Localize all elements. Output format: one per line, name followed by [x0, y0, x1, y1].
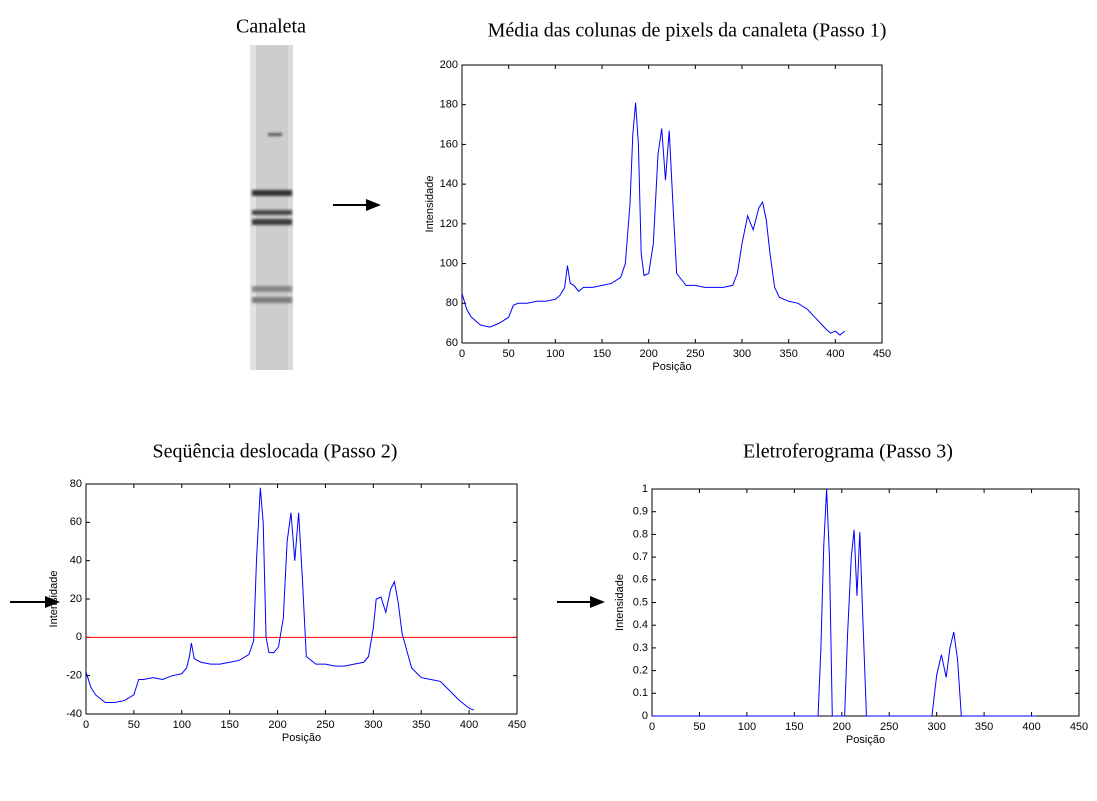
- x-tick-label: 0: [459, 348, 465, 360]
- y-axis-label: Intensidade: [48, 571, 60, 628]
- y-tick-label: 20: [70, 593, 82, 605]
- x-tick-label: 50: [693, 721, 705, 733]
- y-tick-label: 0: [642, 710, 648, 722]
- x-tick-label: 350: [975, 721, 993, 733]
- plot-area: [461, 64, 883, 344]
- x-tick-label: 300: [927, 721, 945, 733]
- x-tick-label: 450: [1070, 721, 1088, 733]
- x-tick-label: 450: [508, 719, 526, 731]
- data-line: [85, 487, 475, 711]
- y-tick-label: 0.8: [633, 528, 648, 540]
- x-tick-label: 200: [833, 721, 851, 733]
- x-tick-label: 200: [639, 348, 657, 360]
- x-tick-label: 50: [503, 348, 515, 360]
- data-line: [652, 488, 1037, 717]
- arrow: [10, 596, 60, 608]
- y-tick-label: 200: [440, 59, 458, 71]
- y-tick-label: 0.4: [633, 619, 648, 631]
- y-tick-label: 0.1: [633, 687, 648, 699]
- data-line: [461, 102, 845, 336]
- plot-area: [85, 483, 518, 715]
- y-tick-label: 120: [440, 218, 458, 230]
- y-tick-label: 100: [440, 257, 458, 269]
- chart-title: Eletroferograma (Passo 3): [743, 441, 953, 463]
- y-tick-label: 80: [446, 297, 458, 309]
- x-tick-label: 400: [826, 348, 844, 360]
- y-tick-label: 80: [70, 478, 82, 490]
- x-tick-label: 100: [546, 348, 564, 360]
- chart-title: Média das colunas de pixels da canaleta …: [488, 20, 887, 42]
- image-title: Canaleta: [236, 16, 306, 38]
- x-tick-label: 200: [268, 719, 286, 731]
- x-tick-label: 300: [733, 348, 751, 360]
- y-tick-label: 0.5: [633, 596, 648, 608]
- y-tick-label: 0.3: [633, 642, 648, 654]
- y-tick-label: 180: [440, 99, 458, 111]
- x-tick-label: 100: [173, 719, 191, 731]
- x-tick-label: 250: [880, 721, 898, 733]
- y-axis-label: Intensidade: [614, 574, 626, 631]
- y-tick-label: 40: [70, 555, 82, 567]
- x-tick-label: 100: [738, 721, 756, 733]
- gel-lane: [250, 45, 293, 370]
- x-tick-label: 350: [779, 348, 797, 360]
- x-tick-label: 400: [460, 719, 478, 731]
- x-axis-label: Posição: [846, 734, 885, 746]
- y-tick-label: 0.9: [633, 506, 648, 518]
- arrow: [557, 596, 605, 608]
- x-tick-label: 450: [873, 348, 891, 360]
- y-tick-label: 0: [76, 631, 82, 643]
- x-axis-label: Posição: [282, 732, 321, 744]
- y-tick-label: 0.2: [633, 665, 648, 677]
- y-tick-label: 1: [642, 483, 648, 495]
- x-axis-label: Posição: [652, 361, 691, 373]
- x-tick-label: 250: [316, 719, 334, 731]
- x-tick-label: 250: [686, 348, 704, 360]
- y-tick-label: 60: [446, 337, 458, 349]
- y-tick-label: -20: [66, 670, 82, 682]
- x-tick-label: 150: [593, 348, 611, 360]
- x-tick-label: 300: [364, 719, 382, 731]
- x-tick-label: 150: [220, 719, 238, 731]
- x-tick-label: 0: [83, 719, 89, 731]
- y-tick-label: 0.6: [633, 574, 648, 586]
- x-tick-label: 0: [649, 721, 655, 733]
- x-tick-label: 50: [128, 719, 140, 731]
- arrow: [333, 199, 381, 211]
- x-tick-label: 150: [785, 721, 803, 733]
- y-tick-label: 0.7: [633, 551, 648, 563]
- chart-title: Seqüência deslocada (Passo 2): [153, 441, 398, 463]
- y-tick-label: 160: [440, 138, 458, 150]
- y-tick-label: 140: [440, 178, 458, 190]
- x-tick-label: 400: [1022, 721, 1040, 733]
- y-tick-label: -40: [66, 708, 82, 720]
- y-tick-label: 60: [70, 516, 82, 528]
- y-axis-label: Intensidade: [424, 176, 436, 233]
- x-tick-label: 350: [412, 719, 430, 731]
